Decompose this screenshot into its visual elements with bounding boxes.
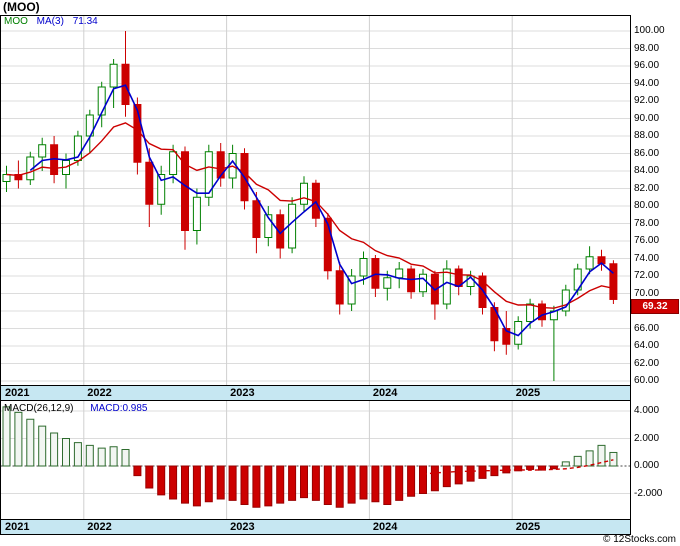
legend-ma-value: 71.34 <box>72 16 98 27</box>
legend-ma-label: MA(3) <box>36 16 64 27</box>
price-axis-label: 88.00 <box>634 130 660 141</box>
chart-legend: MOO MA(3) 71.34 <box>4 16 104 27</box>
price-axis-label: 84.00 <box>634 165 660 176</box>
price-axis-label: 80.00 <box>634 200 660 211</box>
price-axis-label: 70.00 <box>634 287 660 299</box>
price-axis-label: 96.00 <box>634 60 660 71</box>
year-label: 2024 <box>372 521 398 533</box>
year-label: 2022 <box>87 521 112 533</box>
legend-symbol: MOO <box>4 16 28 27</box>
price-axis-label: 64.00 <box>634 340 660 351</box>
price-axis-label: 60.00 <box>634 375 660 386</box>
macd-axis-label: 2.000 <box>634 432 660 444</box>
macd-settings-label: MACD(26,12,9) <box>4 403 74 414</box>
price-axis-label: 100.00 <box>634 25 665 36</box>
year-label: 2022 <box>87 387 112 399</box>
year-label: 2023 <box>230 387 255 399</box>
price-axis-label: 78.00 <box>634 217 660 229</box>
macd-axis-label: 4.000 <box>634 405 660 416</box>
price-axis-label: 74.00 <box>634 252 660 264</box>
price-axis-label: 92.00 <box>634 95 660 106</box>
year-label: 2024 <box>372 387 398 399</box>
symbol-title: (MOO) <box>3 0 40 14</box>
price-axis-label: 76.00 <box>634 235 660 246</box>
current-price-badge: 69.32 <box>631 299 679 315</box>
price-axis-label: 82.00 <box>634 182 660 194</box>
price-axis-label: 72.00 <box>634 270 660 281</box>
price-axis-label: 98.00 <box>634 42 660 54</box>
year-label: 2025 <box>515 387 541 399</box>
macd-header: MACD(26,12,9) MACD:0.985 <box>4 403 148 414</box>
year-label: 2021 <box>5 521 30 533</box>
credit-link[interactable]: © 12Stocks.com <box>603 534 676 545</box>
year-label: 2021 <box>5 387 30 399</box>
price-axis-label: 86.00 <box>634 147 660 159</box>
price-axis-label: 90.00 <box>634 112 660 124</box>
price-axis-label: 94.00 <box>634 77 660 89</box>
macd-axis-label: -2.000 <box>634 487 663 499</box>
year-label: 2025 <box>515 521 541 533</box>
year-label: 2023 <box>230 521 255 533</box>
macd-value-label: MACD:0.985 <box>90 403 148 414</box>
price-axis-label: 62.00 <box>634 357 660 369</box>
price-axis-label: 66.00 <box>634 322 660 334</box>
macd-axis-label: 0.000 <box>634 460 660 471</box>
